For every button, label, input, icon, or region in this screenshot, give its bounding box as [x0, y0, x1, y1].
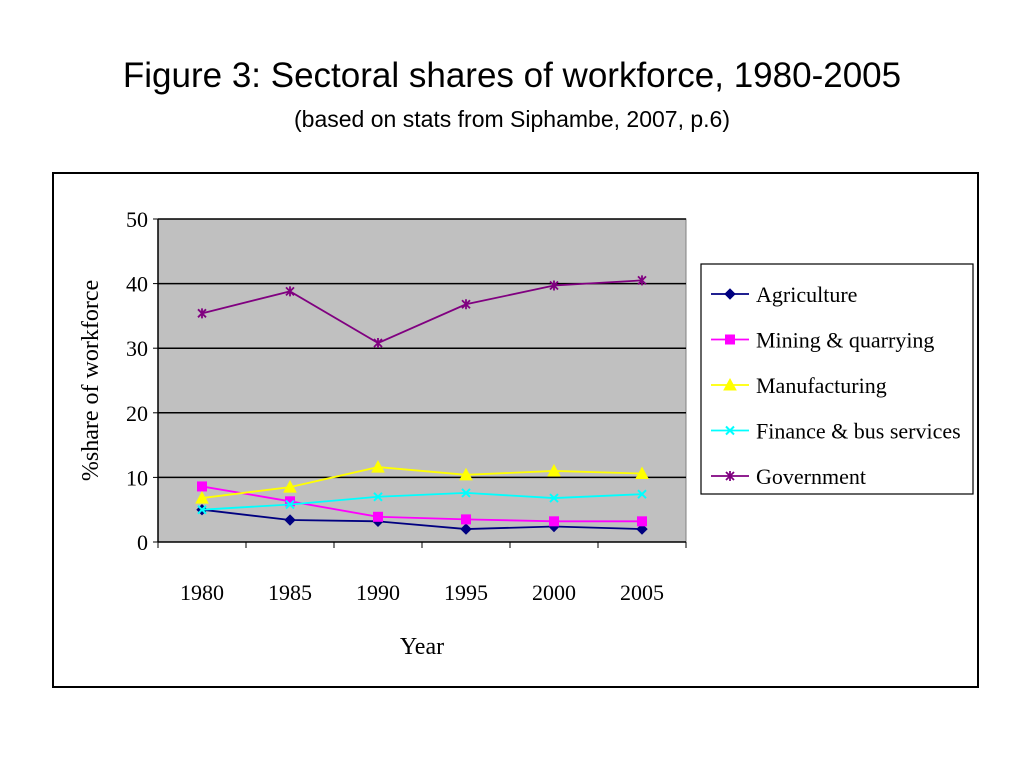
- y-tick-label: 0: [137, 530, 148, 555]
- plot-area: [157, 218, 687, 543]
- series-finance-bus-services: [197, 488, 647, 515]
- series-line: [201, 485, 642, 523]
- marker-star: [637, 275, 647, 286]
- marker-triangle: [195, 491, 209, 504]
- marker-triangle: [547, 463, 561, 477]
- marker-triangle: [459, 467, 473, 481]
- marker-square: [461, 514, 471, 525]
- marker-triangle: [723, 377, 737, 391]
- marker-diamond: [284, 514, 296, 526]
- y-tick-label: 20: [126, 401, 148, 426]
- y-tick-label: 30: [126, 336, 148, 361]
- x-tick-label: 1995: [444, 580, 488, 605]
- x-axis-title: Year: [400, 634, 444, 660]
- marker-square: [197, 481, 207, 492]
- marker-square: [549, 516, 559, 527]
- marker-triangle: [635, 466, 649, 480]
- marker-triangle: [283, 480, 297, 493]
- series-manufacturing: [195, 460, 649, 504]
- marker-x: [549, 493, 559, 503]
- marker-star: [549, 280, 559, 291]
- marker-star: [373, 338, 383, 349]
- legend-item: Manufacturing: [711, 373, 887, 398]
- legend-item: Mining & quarrying: [711, 328, 934, 353]
- y-axis-title: %share of workforce: [78, 280, 104, 481]
- marker-x: [725, 425, 735, 436]
- marker-star: [197, 308, 207, 319]
- marker-x: [373, 492, 383, 502]
- legend-label: Agriculture: [756, 282, 857, 307]
- series-line: [201, 508, 643, 530]
- chart-frame: 0 10 20 30 40 50 1980 1985 1990 1995 2000 2005 Year%…: [52, 172, 979, 688]
- x-tick-label: 1980: [180, 580, 224, 605]
- marker-triangle: [371, 460, 385, 473]
- marker-diamond: [724, 288, 736, 300]
- y-tick-label: 50: [126, 207, 148, 232]
- legend-label: Government: [756, 464, 866, 489]
- x-tick-label: 2000: [532, 580, 576, 605]
- series-line: [201, 466, 643, 499]
- marker-diamond: [636, 523, 648, 535]
- marker-x: [285, 499, 295, 510]
- marker-x: [637, 489, 647, 499]
- x-tick-label: 2005: [620, 580, 664, 605]
- legend-item: Finance & bus services: [711, 419, 961, 444]
- legend-item: Agriculture: [711, 282, 857, 307]
- slide-subtitle: (based on stats from Siphambe, 2007, p.6…: [294, 106, 730, 132]
- series-line: [201, 492, 643, 511]
- slide-title: Figure 3: Sectoral shares of workforce, …: [122, 56, 902, 95]
- series-line: [201, 279, 643, 345]
- legend-box: [700, 263, 974, 495]
- legend-label: Finance & bus services: [756, 419, 961, 444]
- marker-x: [197, 504, 207, 515]
- marker-square: [373, 511, 383, 522]
- y-tick-label: 40: [126, 272, 148, 297]
- x-tick-label: 1990: [356, 580, 400, 605]
- marker-star: [461, 299, 471, 310]
- marker-star: [285, 286, 295, 297]
- x-tick-label: 1985: [268, 580, 312, 605]
- legend-item: Government: [711, 464, 866, 489]
- legend-label: Mining & quarrying: [756, 328, 934, 353]
- marker-x: [461, 488, 471, 498]
- legend-label: Manufacturing: [756, 373, 887, 398]
- y-tick-label: 10: [126, 465, 148, 490]
- legend: Agriculture Mining & quarrying Manufacturi…: [700, 263, 974, 495]
- marker-star: [725, 471, 735, 481]
- marker-square: [637, 516, 647, 527]
- marker-diamond: [460, 523, 472, 535]
- marker-square: [725, 334, 735, 345]
- line-chart: 0 10 20 30 40 50 1980 1985 1990 1995 2000 2005 Year%…: [78, 207, 974, 660]
- series-government: [197, 275, 647, 349]
